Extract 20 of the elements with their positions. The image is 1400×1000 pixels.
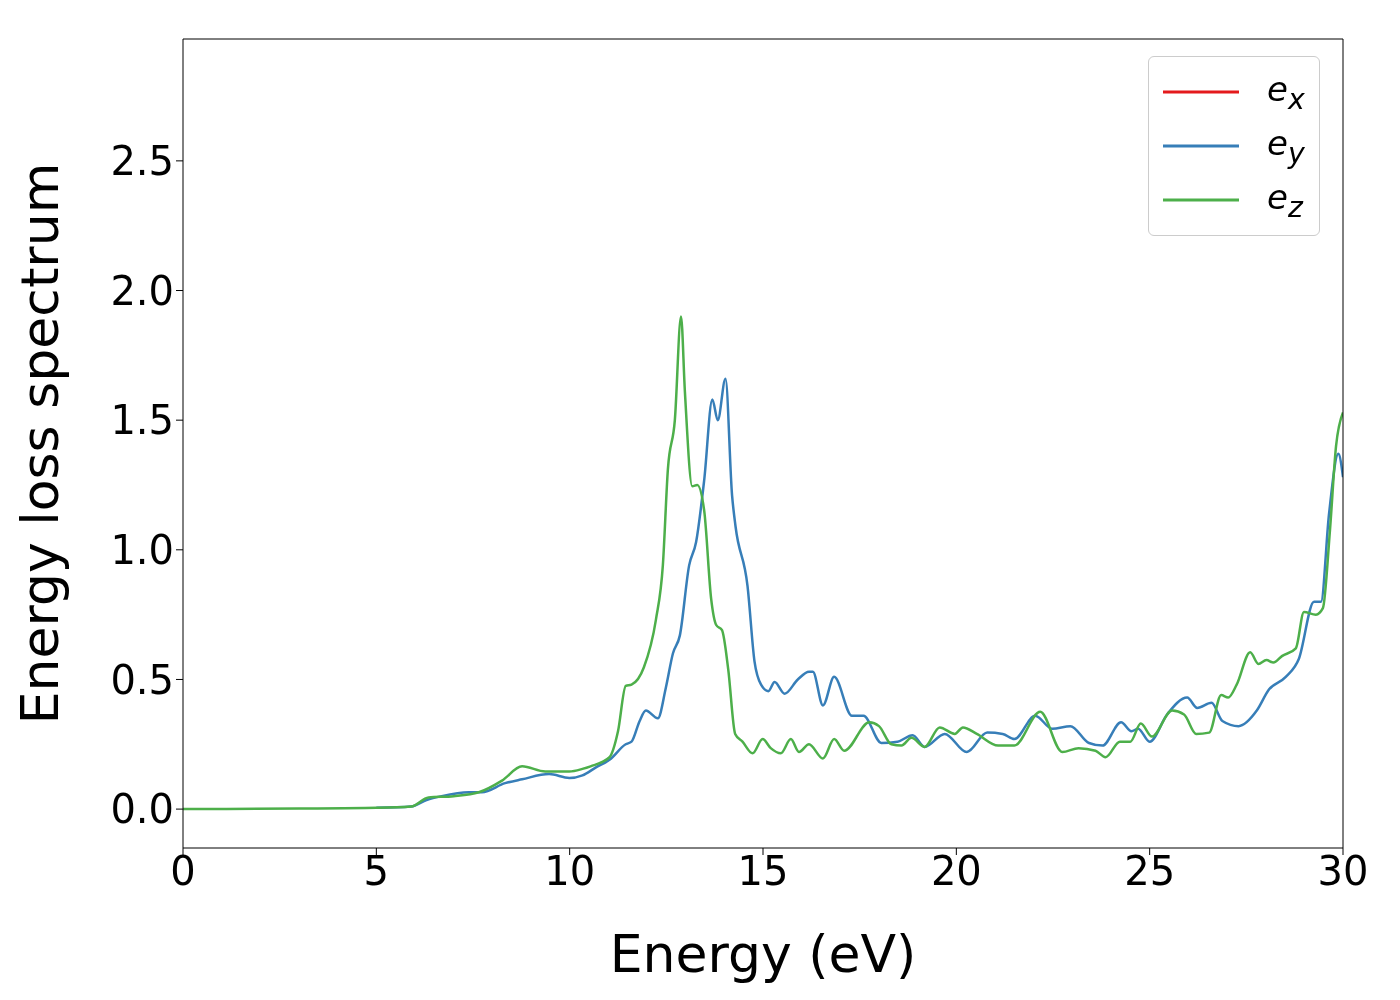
legend-label: e$_{x}$ bbox=[1267, 68, 1305, 116]
y-tick-label: 0.0 bbox=[110, 786, 174, 833]
x-tick-label: 30 bbox=[1317, 848, 1369, 895]
x-tick-label: 10 bbox=[544, 848, 596, 895]
line-series bbox=[375, 377, 1343, 810]
line-series bbox=[183, 315, 1343, 811]
y-tick-label: 1.5 bbox=[110, 397, 174, 444]
x-tick-label: 20 bbox=[930, 848, 982, 895]
y-tick-label: 2.5 bbox=[110, 138, 174, 185]
y-tick-label: 0.5 bbox=[110, 656, 174, 703]
x-tick-label: 25 bbox=[1124, 848, 1176, 895]
y-axis-title: Energy loss spectrum bbox=[10, 162, 71, 725]
y-tick-label: 1.0 bbox=[110, 527, 174, 574]
x-tick-label: 0 bbox=[170, 848, 196, 895]
legend-label: e$_{z}$ bbox=[1267, 176, 1303, 224]
x-tick-label: 15 bbox=[737, 848, 789, 895]
x-axis-title: Energy (eV) bbox=[609, 924, 917, 984]
legend-label: e$_{y}$ bbox=[1267, 122, 1305, 170]
y-tick-label: 2.0 bbox=[110, 267, 174, 314]
x-tick-label: 5 bbox=[363, 848, 390, 895]
